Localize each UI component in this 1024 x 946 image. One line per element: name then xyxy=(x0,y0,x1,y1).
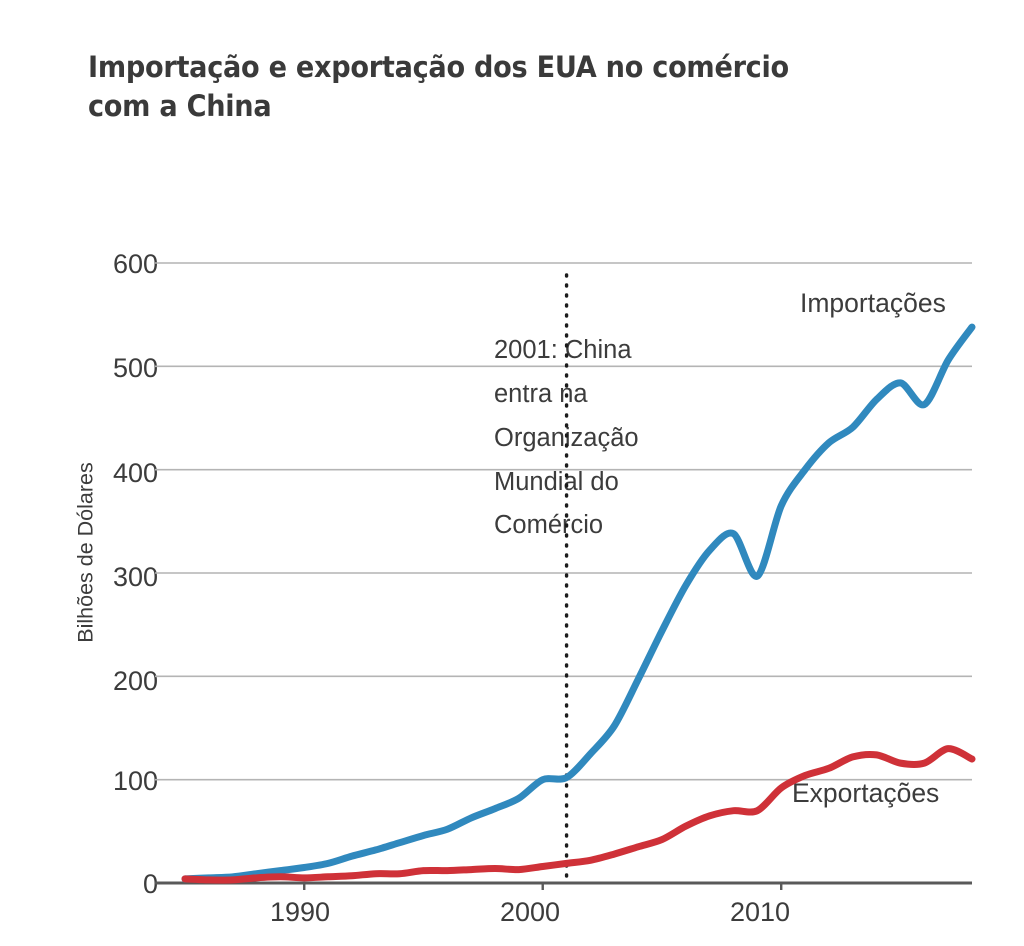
x-tick-1990: 1990 xyxy=(269,897,331,927)
x-tick-2000: 2000 xyxy=(499,897,561,927)
y-tick-200: 200 xyxy=(112,666,158,696)
y-tick-100: 100 xyxy=(112,766,158,796)
y-tick-300: 300 xyxy=(112,562,158,592)
y-tick-600: 600 xyxy=(112,249,158,279)
series-line-imports xyxy=(181,323,976,883)
series-lines xyxy=(181,323,976,884)
y-tick-0: 0 xyxy=(142,869,158,899)
y-tick-400: 400 xyxy=(112,458,158,488)
series-line-exports xyxy=(181,745,976,884)
gridlines xyxy=(185,262,972,781)
y-tick-500: 500 xyxy=(112,353,158,383)
wto-annotation-text: 2001: China entra na Organização Mundial… xyxy=(494,336,639,540)
series-label-exports: Exportações xyxy=(792,778,940,808)
series-label-imports: Importações xyxy=(800,288,946,318)
x-tick-2010: 2010 xyxy=(729,897,791,927)
chart-title: Importação e exportação dos EUA no comér… xyxy=(88,50,789,124)
axis-lines xyxy=(155,262,972,890)
